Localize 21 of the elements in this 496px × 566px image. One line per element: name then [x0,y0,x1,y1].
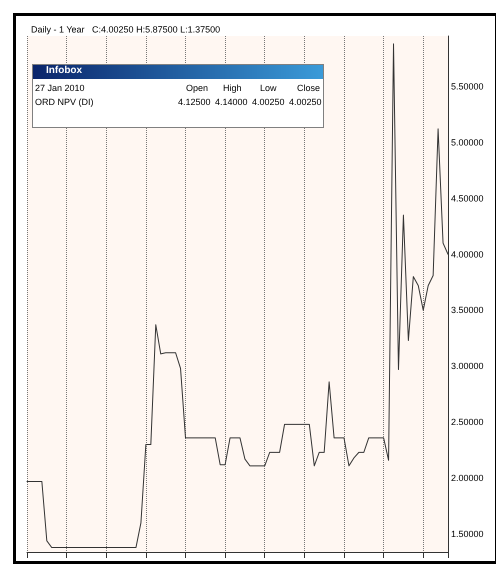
y-tick-label: 2.50000 [451,417,484,428]
y-tick-label: 1.50000 [451,529,484,540]
annotation: Close [297,83,320,94]
y-tick-label: 3.50000 [451,305,484,316]
annotation: 4.00250 [252,97,285,108]
annotation: Low [260,83,277,94]
annotation: 4.12500 [178,97,211,108]
annotation: 4.00250 [289,97,322,108]
annotation: High [223,83,242,94]
y-tick-label: 4.00000 [451,249,484,260]
annotation: Open [186,83,208,94]
annotation: 27 Jan 2010 [35,83,85,94]
annotation: ORD NPV (DI) [35,97,94,108]
chart-title: Daily - 1 Year C:4.00250 H:5.87500 L:1.37500 [31,24,220,34]
annotation: 4.14000 [215,97,248,108]
y-tick-label: 5.50000 [451,81,484,92]
y-tick-label: 2.00000 [451,473,484,484]
annotation: Infobox [46,65,82,76]
y-tick-label: 5.00000 [451,137,484,148]
y-tick-label: 3.00000 [451,361,484,372]
y-tick-label: 4.50000 [451,193,484,204]
